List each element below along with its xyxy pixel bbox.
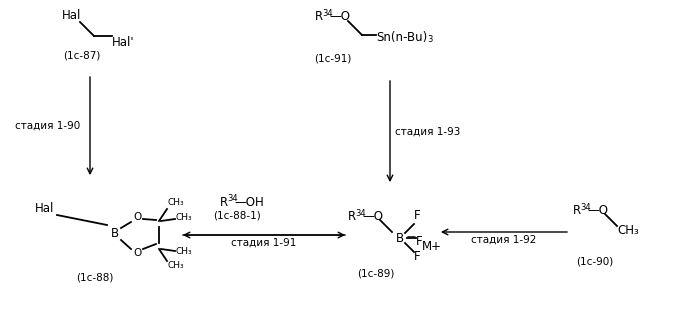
Text: —OH: —OH bbox=[234, 196, 264, 209]
Text: CH₃: CH₃ bbox=[175, 213, 192, 222]
Text: стадия 1-91: стадия 1-91 bbox=[231, 238, 296, 248]
Text: Hal': Hal' bbox=[112, 36, 135, 49]
Text: CH₃: CH₃ bbox=[167, 261, 184, 270]
Text: CH₃: CH₃ bbox=[175, 247, 192, 255]
Text: M+: M+ bbox=[422, 240, 442, 253]
Text: B: B bbox=[111, 226, 119, 240]
Text: R: R bbox=[315, 10, 323, 23]
Text: (1c-91): (1c-91) bbox=[315, 53, 352, 63]
Text: 3: 3 bbox=[427, 35, 433, 44]
Text: Sn(n-Bu): Sn(n-Bu) bbox=[376, 31, 427, 44]
Text: стадия 1-92: стадия 1-92 bbox=[471, 235, 537, 245]
Text: CH₃: CH₃ bbox=[617, 224, 639, 237]
Text: Hal: Hal bbox=[35, 202, 55, 215]
Text: R: R bbox=[348, 210, 356, 223]
Text: стадия 1-93: стадия 1-93 bbox=[395, 127, 461, 137]
Text: 34: 34 bbox=[322, 9, 333, 18]
Text: стадия 1-90: стадия 1-90 bbox=[15, 121, 80, 131]
Text: (1c-90): (1c-90) bbox=[577, 256, 614, 266]
Text: (1c-88-1): (1c-88-1) bbox=[213, 210, 261, 220]
Text: Hal: Hal bbox=[62, 9, 81, 22]
Text: F: F bbox=[414, 250, 421, 263]
Text: (1c-87): (1c-87) bbox=[64, 50, 101, 60]
Text: (1c-88): (1c-88) bbox=[76, 273, 114, 283]
Text: —O: —O bbox=[587, 204, 608, 217]
Text: 34: 34 bbox=[355, 209, 366, 218]
Text: CH₃: CH₃ bbox=[167, 198, 184, 207]
Text: (1c-89): (1c-89) bbox=[357, 268, 395, 278]
Text: —: — bbox=[407, 232, 416, 241]
Text: O: O bbox=[133, 212, 141, 222]
Text: —O: —O bbox=[329, 10, 350, 23]
Text: R: R bbox=[573, 204, 581, 217]
Text: F: F bbox=[414, 209, 421, 222]
Text: O: O bbox=[133, 248, 141, 258]
Text: —O: —O bbox=[362, 210, 383, 223]
Text: B: B bbox=[396, 232, 404, 244]
Text: 34: 34 bbox=[227, 194, 238, 203]
Text: 34: 34 bbox=[580, 203, 591, 212]
Text: R: R bbox=[220, 196, 228, 209]
Text: F: F bbox=[416, 235, 423, 248]
